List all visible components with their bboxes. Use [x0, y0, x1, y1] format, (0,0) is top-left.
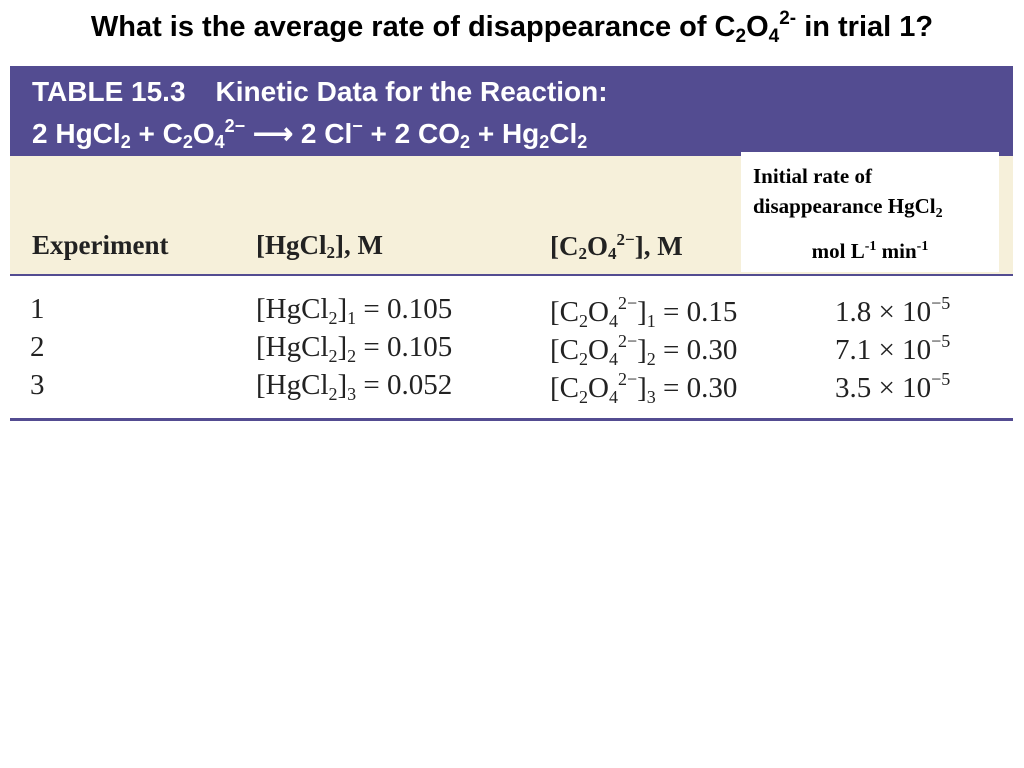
cell-c2o4: [C2O42−]3 = 0.30 — [550, 369, 738, 407]
cell-hgcl2: [HgCl2]2 = 0.105 — [256, 331, 453, 366]
cell-rate: 3.5 × 10−5 — [835, 369, 951, 404]
rate-header-line1: Initial rate of — [753, 164, 872, 188]
cell-c2o4: [C2O42−]1 = 0.15 — [550, 293, 738, 331]
header-hgcl2: [HgCl2], M — [256, 230, 383, 262]
header-experiment: Experiment — [32, 230, 169, 260]
question-title: What is the average rate of disappearanc… — [90, 8, 934, 47]
cell-experiment: 3 — [30, 369, 45, 401]
table-row: 3 [HgCl2]3 = 0.052 [C2O42−]3 = 0.30 3.5 … — [10, 369, 1013, 407]
cell-hgcl2: [HgCl2]3 = 0.052 — [256, 369, 453, 404]
table-title: TABLE 15.3 Kinetic Data for the Reaction: — [32, 76, 608, 107]
cell-rate: 7.1 × 10−5 — [835, 331, 951, 366]
header-divider — [10, 274, 1013, 276]
kinetic-data-table: TABLE 15.3 Kinetic Data for the Reaction:… — [10, 66, 1013, 422]
cell-c2o4: [C2O42−]2 = 0.30 — [550, 331, 738, 369]
table-banner: TABLE 15.3 Kinetic Data for the Reaction:… — [10, 66, 1013, 156]
reaction-equation: 2 HgCl2 + C2O42− ⟶ 2 Cl− + 2 CO2 + Hg2Cl… — [32, 116, 588, 152]
table-bottom-rule — [10, 418, 1013, 421]
rate-header-line2: disappearance HgCl2 — [753, 194, 943, 221]
cell-rate: 1.8 × 10−5 — [835, 293, 951, 328]
table-row: 2 [HgCl2]2 = 0.105 [C2O42−]2 = 0.30 7.1 … — [10, 331, 1013, 369]
table-row: 1 [HgCl2]1 = 0.105 [C2O42−]1 = 0.15 1.8 … — [10, 293, 1013, 331]
cell-hgcl2: [HgCl2]1 = 0.105 — [256, 293, 453, 328]
rate-header-box: Initial rate of disappearance HgCl2 mol … — [741, 152, 999, 272]
cell-experiment: 2 — [30, 331, 45, 363]
cell-experiment: 1 — [30, 293, 45, 325]
rate-header-units: mol L-1 min-1 — [811, 239, 929, 263]
header-c2o4: [C2O42−], M — [550, 230, 683, 263]
